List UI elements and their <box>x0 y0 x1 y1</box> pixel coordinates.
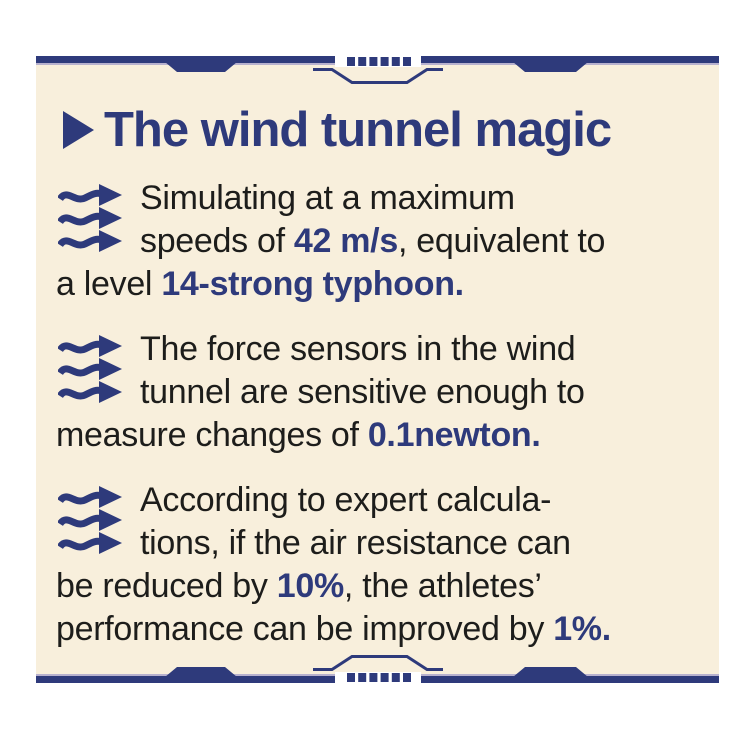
body-text: speeds of <box>140 222 294 260</box>
wind-waves-icon <box>58 484 124 556</box>
wind-waves-icon <box>58 182 124 254</box>
text-line: tions, if the air resistance can <box>140 522 711 565</box>
text-line: performance can be improved by 1%. <box>56 608 711 651</box>
highlight-text: 1%. <box>553 610 611 648</box>
bottom-border-decoration <box>36 655 719 683</box>
paragraph: Simulating at a maximum speeds of 42 m/s,… <box>56 177 711 306</box>
body-text: Simulating at a maximum <box>140 179 515 217</box>
paragraphs: Simulating at a maximum speeds of 42 m/s,… <box>36 177 719 651</box>
highlight-text: 42 m/s <box>293 222 398 260</box>
body-text: tions, if the air resistance can <box>140 524 571 562</box>
infographic-card: The wind tunnel magic Simulating at a ma… <box>36 56 719 683</box>
body-text: According to expert calcula- <box>140 481 552 519</box>
text-line: tunnel are sensitive enough to <box>140 371 711 414</box>
text-line: measure changes of 0.1newton. <box>56 414 711 457</box>
body-text: tunnel are sensitive enough to <box>140 373 585 411</box>
body-text: measure changes of <box>56 416 368 454</box>
body-text: a level <box>56 265 162 303</box>
paragraph: The force sensors in the wind tunnel are … <box>56 328 711 457</box>
text-line: Simulating at a maximum <box>140 177 711 220</box>
highlight-text: 14-strong typhoon. <box>161 265 464 303</box>
text-line: be reduced by 10%, the athletes’ <box>56 565 711 608</box>
highlight-text: 10% <box>276 567 344 605</box>
highlight-text: 0.1newton. <box>367 416 541 454</box>
text-line: According to expert calcula- <box>140 479 711 522</box>
wind-waves-icon <box>58 333 124 405</box>
body-text: , equivalent to <box>397 222 606 260</box>
paragraph: According to expert calcula-tions, if th… <box>56 479 711 651</box>
right-triangle-icon <box>63 111 94 149</box>
title-row: The wind tunnel magic <box>63 104 719 156</box>
body-text: be reduced by <box>56 567 277 605</box>
body-text: performance can be improved by <box>56 610 554 648</box>
text-line: The force sensors in the wind <box>140 328 711 371</box>
page-title: The wind tunnel magic <box>104 103 612 157</box>
body-text: The force sensors in the wind <box>140 330 576 368</box>
top-border-decoration <box>36 56 719 84</box>
body-text: , the athletes’ <box>343 567 542 605</box>
text-line: a level 14-strong typhoon. <box>56 263 711 306</box>
text-line: speeds of 42 m/s, equivalent to <box>140 220 711 263</box>
